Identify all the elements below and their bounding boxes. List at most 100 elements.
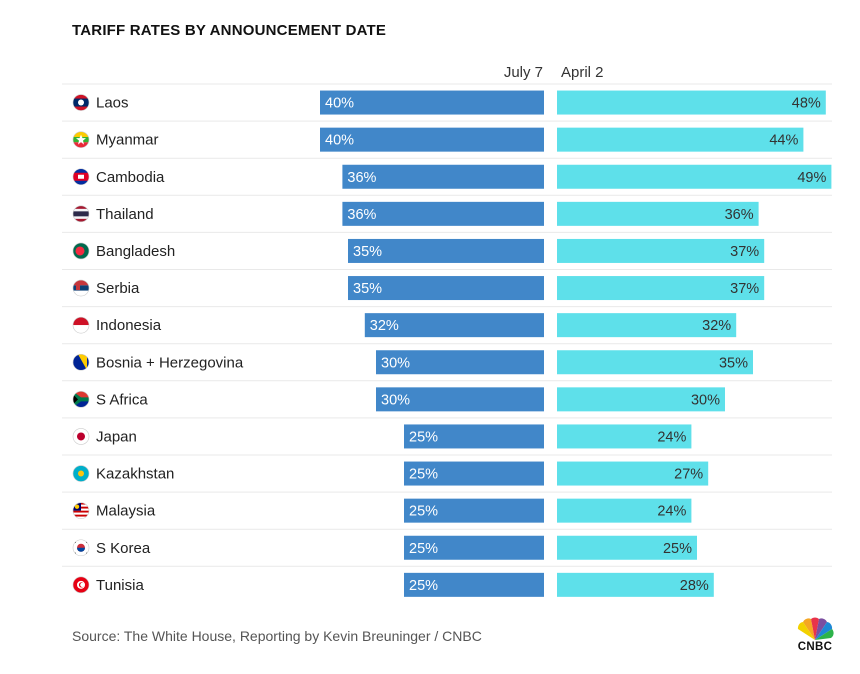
bar-label-july7: 40% xyxy=(325,96,354,112)
bar-april2 xyxy=(557,461,709,486)
bangladesh-flag-icon xyxy=(72,242,90,260)
chart-row: Malaysia 25% 24% xyxy=(62,498,832,530)
bar-label-july7: 25% xyxy=(409,578,438,594)
chart-row: S Korea 25% 25% xyxy=(62,535,832,567)
category-label: Cambodia xyxy=(96,169,165,186)
cnbc-logo-text: CNBC xyxy=(797,641,833,653)
bar-label-april2: 37% xyxy=(730,281,759,297)
chart-row: Kazakhstan 25% 27% xyxy=(62,461,832,493)
bar-label-july7: 25% xyxy=(409,429,438,445)
bar-label-july7: 35% xyxy=(353,244,382,260)
chart-row: Serbia 35% 37% xyxy=(62,276,832,308)
chart-row: Bangladesh 35% 37% xyxy=(62,238,832,270)
bar-july7 xyxy=(404,461,544,486)
bar-april2 xyxy=(557,90,826,115)
south-africa-flag-icon xyxy=(72,391,90,408)
bar-july7 xyxy=(404,535,544,560)
chart-row: Bosnia + Herzegovina 30% 35% xyxy=(62,350,832,382)
bar-label-july7: 25% xyxy=(409,467,438,483)
bar-label-july7: 25% xyxy=(409,504,438,520)
south-korea-flag-icon xyxy=(72,539,90,557)
bar-label-april2: 25% xyxy=(663,541,692,557)
bar-label-april2: 36% xyxy=(725,207,754,223)
chart-row: Thailand 36% 36% xyxy=(62,201,832,233)
bar-label-april2: 48% xyxy=(792,96,821,112)
bar-april2 xyxy=(557,164,832,189)
category-label: Laos xyxy=(96,95,129,112)
bar-april2 xyxy=(557,238,765,263)
bar-july7 xyxy=(348,238,544,263)
series-header-april2: April 2 xyxy=(561,64,604,81)
bar-label-july7: 30% xyxy=(381,392,410,408)
category-label: S Korea xyxy=(96,540,151,557)
bar-label-april2: 24% xyxy=(657,504,686,520)
bar-april2 xyxy=(557,201,759,226)
bar-label-april2: 35% xyxy=(719,355,748,371)
bar-april2 xyxy=(557,424,692,449)
bar-label-april2: 24% xyxy=(657,429,686,445)
bar-label-april2: 44% xyxy=(769,133,798,149)
bar-label-april2: 28% xyxy=(680,578,709,594)
bar-april2 xyxy=(557,572,714,597)
bar-label-july7: 40% xyxy=(325,133,354,149)
chart-row: S Africa 30% 30% xyxy=(62,387,832,419)
bar-july7 xyxy=(342,164,544,189)
category-label: Thailand xyxy=(96,206,154,223)
category-label: Bangladesh xyxy=(96,243,175,260)
category-label: Tunisia xyxy=(96,577,144,594)
category-label: Japan xyxy=(96,428,137,445)
chart-row: Cambodia 36% 49% xyxy=(62,164,832,196)
bar-label-april2: 30% xyxy=(691,392,720,408)
bar-july7 xyxy=(404,424,544,449)
bar-april2 xyxy=(557,127,804,152)
bar-label-july7: 35% xyxy=(353,281,382,297)
thailand-flag-icon xyxy=(72,205,90,223)
category-label: Kazakhstan xyxy=(96,466,174,483)
bar-april2 xyxy=(557,276,765,301)
bar-label-april2: 37% xyxy=(730,244,759,260)
malaysia-flag-icon xyxy=(72,502,90,519)
category-label: Bosnia + Herzegovina xyxy=(96,354,244,371)
source-note: Source: The White House, Reporting by Ke… xyxy=(72,628,482,644)
cambodia-flag-icon xyxy=(72,168,90,186)
bar-april2 xyxy=(557,350,753,375)
bar-july7 xyxy=(342,201,544,226)
bosnia-flag-icon xyxy=(72,353,90,371)
bar-april2 xyxy=(557,498,692,523)
category-label: Serbia xyxy=(96,280,140,297)
serbia-flag-icon xyxy=(72,279,90,297)
laos-flag-icon xyxy=(72,94,90,111)
bar-july7 xyxy=(320,90,544,115)
bar-july7 xyxy=(376,387,544,412)
category-label: S Africa xyxy=(96,391,148,408)
bar-july7 xyxy=(404,572,544,597)
chart-title: TARIFF RATES BY ANNOUNCEMENT DATE xyxy=(72,22,387,39)
bar-april2 xyxy=(557,313,737,338)
chart-row: Japan 25% 24% xyxy=(62,424,832,456)
japan-flag-icon xyxy=(72,428,90,445)
category-label: Myanmar xyxy=(96,132,159,149)
bar-july7 xyxy=(364,313,544,338)
chart-row: Indonesia 32% 32% xyxy=(62,313,832,345)
indonesia-flag-icon xyxy=(72,316,90,334)
bar-july7 xyxy=(348,276,544,301)
chart-row: Tunisia 25% 28% xyxy=(72,572,714,597)
chart-row: Myanmar 40% 44% xyxy=(62,127,832,159)
bar-label-april2: 49% xyxy=(797,170,826,186)
series-header-july7: July 7 xyxy=(503,64,543,81)
bar-april2 xyxy=(557,535,697,560)
bar-label-april2: 27% xyxy=(674,467,703,483)
bar-label-july7: 30% xyxy=(381,355,410,371)
tunisia-flag-icon xyxy=(72,576,90,594)
bar-label-july7: 36% xyxy=(347,170,376,186)
category-label: Malaysia xyxy=(96,503,156,520)
myanmar-flag-icon xyxy=(72,131,90,148)
bar-july7 xyxy=(320,127,544,152)
bar-label-july7: 25% xyxy=(409,541,438,557)
cnbc-logo: CNBC xyxy=(793,616,837,656)
bar-label-july7: 32% xyxy=(370,318,399,334)
bar-label-july7: 36% xyxy=(347,207,376,223)
peacock-icon xyxy=(797,617,834,640)
bar-april2 xyxy=(557,387,725,412)
